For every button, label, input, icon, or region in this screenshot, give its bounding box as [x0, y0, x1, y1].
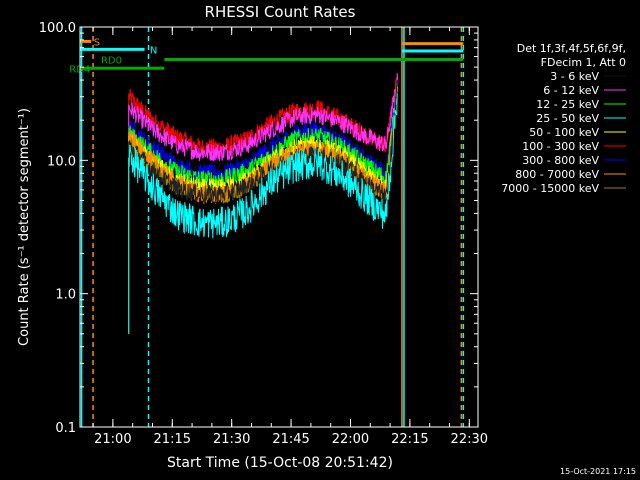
series-line: [128, 79, 399, 334]
y-tick-label: 10.0: [47, 154, 76, 169]
x-tick-label: 22:15: [391, 432, 428, 447]
axis-layer: 21:00 21:15 21:30 21:45 22:00 22:15 22:30 0.1 1.…: [39, 21, 488, 447]
plot-frame: [79, 26, 479, 428]
legend-label: 50 - 100 keV: [529, 126, 599, 139]
legend-header: Det 1f,3f,4f,5f,6f,9f,: [517, 42, 626, 55]
legend-label: 300 - 800 keV: [522, 154, 599, 167]
x-tick-label: 22:30: [451, 432, 488, 447]
timestamp: 15-Oct-2021 17:15: [560, 467, 636, 476]
y-tick-label: 1.0: [55, 288, 76, 303]
legend-label: 3 - 6 keV: [550, 70, 599, 83]
x-tick-label: 21:00: [94, 432, 131, 447]
legend-label: 800 - 7000 keV: [515, 168, 599, 181]
legend-header: FDecim 1, Att 0: [541, 56, 626, 69]
legend-label: 100 - 300 keV: [522, 140, 599, 153]
x-tick-label: 21:30: [213, 432, 250, 447]
chart-title: RHESSI Count Rates: [205, 3, 356, 21]
x-tick-label: 21:15: [154, 432, 191, 447]
state-label: N: [150, 45, 157, 56]
legend-label: 6 - 12 keV: [543, 84, 599, 97]
legend-label: 7000 - 15000 keV: [501, 182, 599, 195]
legend-label: 12 - 25 keV: [536, 98, 599, 111]
legend: Det 1f,3f,4f,5f,6f,9f,FDecim 1, Att 03 -…: [501, 42, 626, 195]
x-axis-label: Start Time (15-Oct-08 20:51:42): [167, 455, 393, 471]
y-axis-label: Count Rate (s⁻¹ detector segment⁻¹): [17, 108, 32, 346]
state-label: S: [94, 37, 100, 48]
series-line: [128, 79, 399, 334]
series-line: [128, 73, 399, 334]
y-tick-label: 100.0: [39, 21, 76, 36]
legend-label: 25 - 50 keV: [536, 112, 599, 125]
state-label: RD0: [101, 56, 122, 67]
x-tick-label: 21:45: [272, 432, 309, 447]
series-line: [128, 92, 399, 334]
x-tick-label: 22:00: [332, 432, 369, 447]
y-tick-label: 0.1: [55, 421, 76, 436]
